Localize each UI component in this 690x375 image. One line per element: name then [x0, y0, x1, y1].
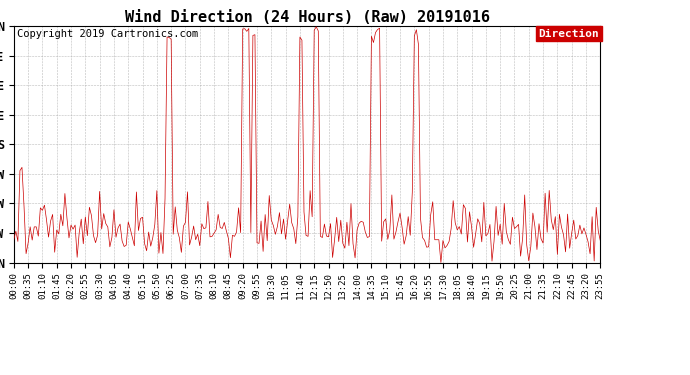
- Text: Copyright 2019 Cartronics.com: Copyright 2019 Cartronics.com: [17, 28, 198, 39]
- Title: Wind Direction (24 Hours) (Raw) 20191016: Wind Direction (24 Hours) (Raw) 20191016: [125, 10, 489, 25]
- Text: Direction: Direction: [538, 28, 599, 39]
